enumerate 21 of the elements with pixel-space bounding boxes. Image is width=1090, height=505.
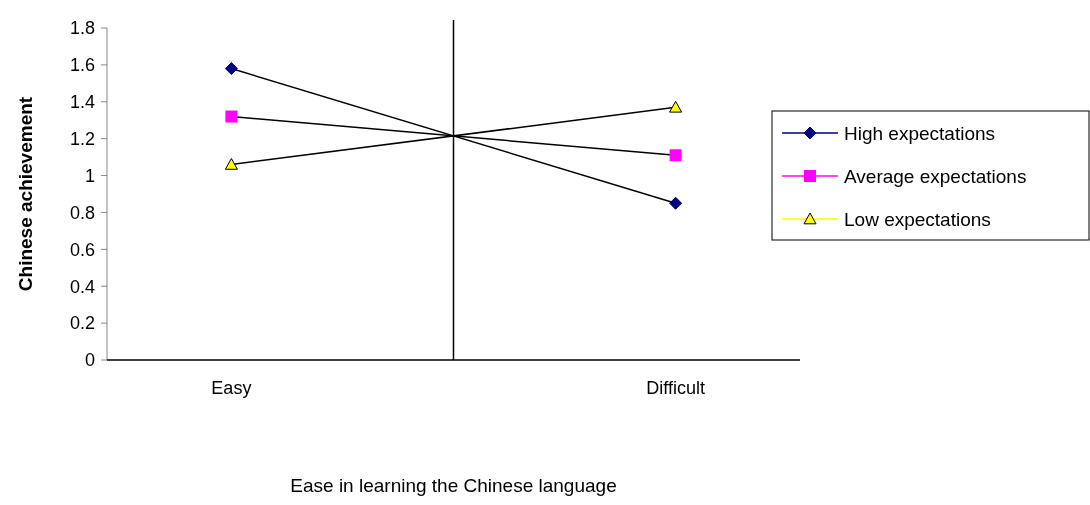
y-tick-label: 1.8 [69,18,95,39]
legend-label: Average expectations [844,165,1027,187]
point [669,149,682,162]
y-axis-title: Chinese achievement [15,96,36,292]
y-tick-label: 0.8 [69,202,95,223]
legend-label: Low expectations [844,208,991,230]
y-tick-label: 1.6 [69,55,95,76]
x-tick-label: Easy [211,378,252,398]
point [225,110,238,123]
x-axis-title: Ease in learning the Chinese language [290,475,617,496]
y-tick-label: 0.2 [69,313,95,334]
y-tick-label: 0.4 [69,276,95,297]
y-tick-label: 1 [84,165,95,186]
y-tick-label: 0.6 [69,239,95,260]
y-tick-label: 0 [84,350,95,371]
legend-label: High expectations [844,122,996,144]
x-tick-label: Difficult [646,378,705,398]
y-tick-label: 1.4 [69,92,95,113]
y-tick-label: 1.2 [69,128,95,149]
point [669,196,683,210]
point [224,62,238,76]
